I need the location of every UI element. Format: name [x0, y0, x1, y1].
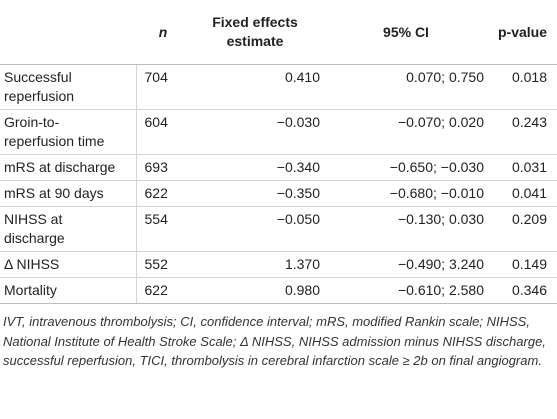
table-cell: 0.410	[186, 64, 324, 110]
header-cell	[0, 0, 136, 65]
table-row: mRS at 90 days 622 −0.350 −0.680; −0.010 0.0…	[0, 180, 557, 207]
table-row: Mortality 622 0.980 −0.610; 2.580 0.346	[0, 277, 557, 304]
table-cell: −0.650; −0.030	[324, 154, 488, 181]
table-cell: −0.030	[186, 109, 324, 155]
header-cell: 95% CI	[324, 0, 488, 65]
header-row: n Fixed effects estimate 95% CI p-value	[0, 0, 557, 65]
table-cell: 0.243	[488, 109, 557, 155]
table-cell: 0.149	[488, 251, 557, 278]
table-cell: mRS at 90 days	[0, 180, 137, 207]
table-cell: 0.209	[488, 206, 557, 252]
results-table: n Fixed effects estimate 95% CI p-value Suc…	[0, 0, 557, 304]
table-cell: 0.070; 0.750	[324, 64, 488, 110]
table-cell: −0.490; 3.240	[324, 251, 488, 278]
table-cell: 693	[136, 154, 186, 181]
table-cell: Successful reperfusion	[0, 64, 137, 110]
table-cell: Groin-to-reperfusion time	[0, 109, 137, 155]
table-cell: 1.370	[186, 251, 324, 278]
table-cell: 0.346	[488, 277, 557, 304]
table-cell: 622	[136, 277, 186, 304]
footnote: IVT, intravenous thrombolysis; CI, confi…	[3, 314, 546, 368]
table-row: Δ NIHSS 552 1.370 −0.490; 3.240 0.149	[0, 251, 557, 278]
table-cell: 604	[136, 109, 186, 155]
table-cell: 622	[136, 180, 186, 207]
table-row: mRS at discharge 693 −0.340 −0.650; −0.030 0…	[0, 154, 557, 181]
table-row: NIHSS at discharge 554 −0.050 −0.130; 0.030…	[0, 206, 557, 252]
header-cell: p-value	[488, 0, 557, 65]
table-cell: −0.350	[186, 180, 324, 207]
table-cell: NIHSS at discharge	[0, 206, 137, 252]
table-cell: 704	[136, 64, 186, 110]
table-row: Successful reperfusion 704 0.410 0.070; 0.7…	[0, 64, 557, 110]
header-cell: Fixed effects estimate	[186, 0, 324, 65]
table-cell: Mortality	[0, 277, 137, 304]
table-cell: 0.018	[488, 64, 557, 110]
table-cell: −0.680; −0.010	[324, 180, 488, 207]
header-cell: n	[136, 0, 186, 65]
table-cell: 552	[136, 251, 186, 278]
table-cell: 0.980	[186, 277, 324, 304]
table-cell: −0.070; 0.020	[324, 109, 488, 155]
table-cell: Δ NIHSS	[0, 251, 137, 278]
table-cell: −0.340	[186, 154, 324, 181]
table-cell: mRS at discharge	[0, 154, 137, 181]
table-row: Groin-to-reperfusion time 604 −0.030 −0.070…	[0, 109, 557, 155]
table-cell: 0.031	[488, 154, 557, 181]
table-cell: 554	[136, 206, 186, 252]
table-cell: 0.041	[488, 180, 557, 207]
table-body: Successful reperfusion 704 0.410 0.070; 0.7…	[0, 64, 557, 304]
table-cell: −0.050	[186, 206, 324, 252]
table-cell: −0.610; 2.580	[324, 277, 488, 304]
table-cell: −0.130; 0.030	[324, 206, 488, 252]
